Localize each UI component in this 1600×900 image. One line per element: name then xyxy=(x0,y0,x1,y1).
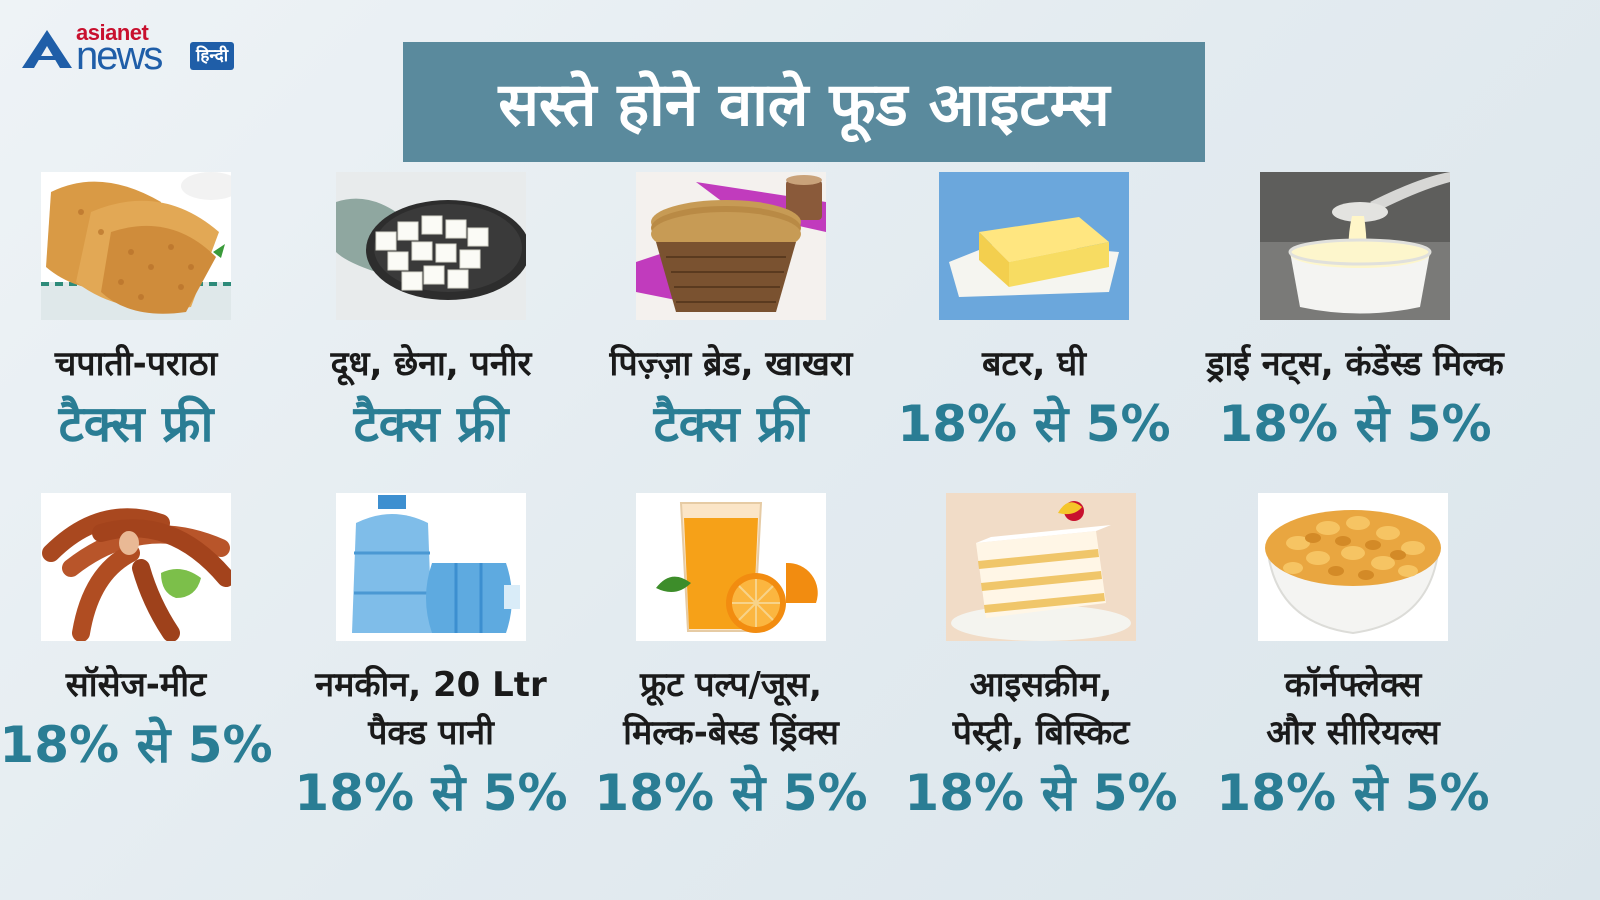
sausage-image xyxy=(41,493,231,641)
item-name: बटर, घी xyxy=(981,344,1087,384)
item-name: सॉसेज-मीट xyxy=(65,665,207,705)
food-item-cornflakes: कॉर्नफ्लेक्स और सीरियल्स 18% से 5% xyxy=(1203,493,1503,825)
food-item-paneer: दूध, छेना, पनीर टैक्स फ्री xyxy=(281,172,581,456)
food-item-condensed-milk: ड्राई नट्स, कंडेंस्ड मिल्क 18% से 5% xyxy=(1205,172,1505,456)
title-banner: सस्ते होने वाले फूड आइटम्स xyxy=(403,42,1205,162)
food-item-butter: बटर, घी 18% से 5% xyxy=(884,172,1184,456)
item-name: पिज़्ज़ा ब्रेड, खाखरा xyxy=(609,344,853,384)
item-rate: 18% से 5% xyxy=(594,764,868,822)
brand-news: news xyxy=(76,34,163,78)
food-item-water: नमकीन, 20 Ltr पैक्ड पानी 18% से 5% xyxy=(281,493,581,825)
item-name-line1: आइसक्रीम, xyxy=(969,665,1113,705)
item-name: ड्राई नट्स, कंडेंस्ड मिल्क xyxy=(1206,344,1504,384)
item-rate: टैक्स फ्री xyxy=(653,395,809,453)
khakhra-image xyxy=(636,172,826,320)
food-item-juice: फ्रूट पल्प/जूस, मिल्क-बेस्ड ड्रिंक्स 18%… xyxy=(581,493,881,825)
item-name-line1: नमकीन, 20 Ltr xyxy=(315,665,547,705)
item-name-line2: मिल्क-बेस्ड ड्रिंक्स xyxy=(623,713,839,753)
brand-hindi-badge: हिन्दी xyxy=(190,42,235,70)
water-bottle-image xyxy=(336,493,526,641)
item-name: दूध, छेना, पनीर xyxy=(330,344,532,384)
cornflakes-image xyxy=(1258,493,1448,641)
brand-asianet: asianet xyxy=(76,20,149,45)
butter-image xyxy=(939,172,1129,320)
item-name: आइसक्रीम, पेस्ट्री, बिस्किट xyxy=(891,661,1191,757)
item-rate: 18% से 5% xyxy=(294,764,568,822)
item-name-line2: और सीरियल्स xyxy=(1266,713,1440,753)
page-title: सस्ते होने वाले फूड आइटम्स xyxy=(498,70,1110,140)
food-item-sausage: सॉसेज-मीट 18% से 5% xyxy=(0,493,286,777)
item-name: कॉर्नफ्लेक्स और सीरियल्स xyxy=(1203,661,1503,757)
item-rate: 18% से 5% xyxy=(1218,395,1492,453)
food-item-khakhra: पिज़्ज़ा ब्रेड, खाखरा टैक्स फ्री xyxy=(581,172,881,456)
item-rate: टैक्स फ्री xyxy=(58,395,214,453)
item-name: नमकीन, 20 Ltr पैक्ड पानी xyxy=(281,661,581,757)
item-name-line1: कॉर्नफ्लेक्स xyxy=(1284,665,1422,705)
chapati-paratha-image xyxy=(41,172,231,320)
pastry-image xyxy=(946,493,1136,641)
paneer-image xyxy=(336,172,526,320)
item-name-line2: पैक्ड पानी xyxy=(368,713,494,753)
item-rate: 18% से 5% xyxy=(904,764,1178,822)
item-name-line1: फ्रूट पल्प/जूस, xyxy=(640,665,822,705)
orange-juice-image xyxy=(636,493,826,641)
item-name: फ्रूट पल्प/जूस, मिल्क-बेस्ड ड्रिंक्स xyxy=(581,661,881,757)
item-name-line2: पेस्ट्री, बिस्किट xyxy=(952,713,1130,753)
condensed-milk-image xyxy=(1260,172,1450,320)
item-rate: टैक्स फ्री xyxy=(353,395,509,453)
asianet-triangle-icon xyxy=(22,30,72,68)
item-rate: 18% से 5% xyxy=(1216,764,1490,822)
item-rate: 18% से 5% xyxy=(0,716,273,774)
food-item-pastry: आइसक्रीम, पेस्ट्री, बिस्किट 18% से 5% xyxy=(891,493,1191,825)
food-item-chapati: चपाती-पराठा टैक्स फ्री xyxy=(0,172,286,456)
asianet-news-logo: asianet news हिन्दी xyxy=(20,20,260,76)
item-rate: 18% से 5% xyxy=(897,395,1171,453)
item-name: चपाती-पराठा xyxy=(54,344,218,384)
